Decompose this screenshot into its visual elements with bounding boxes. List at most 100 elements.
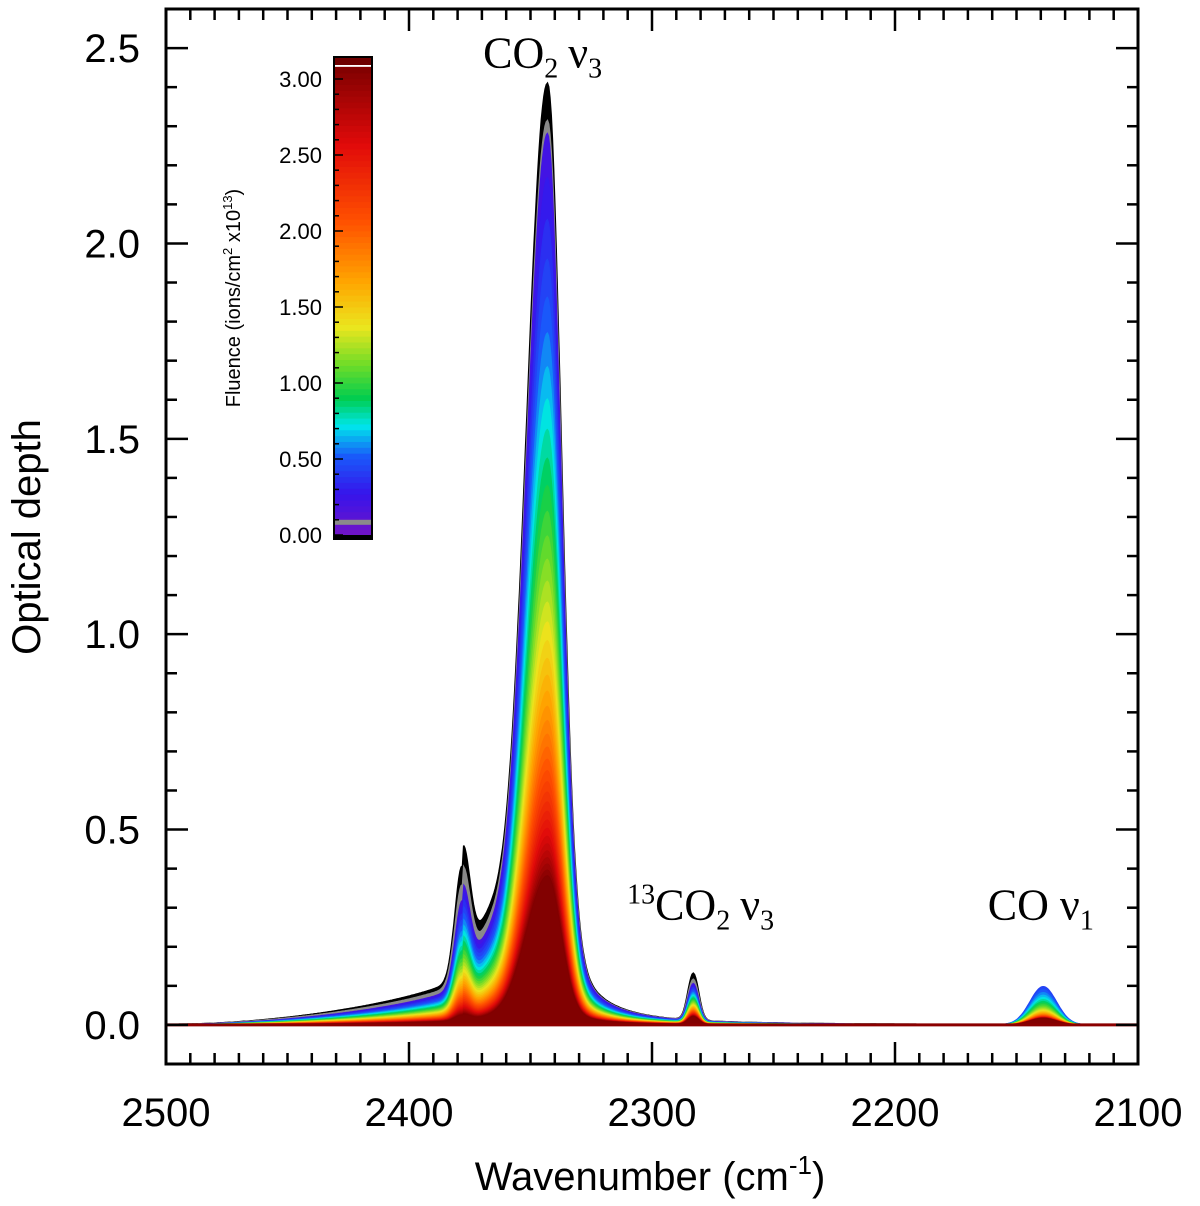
colorbar-band: [334, 412, 372, 419]
colorbar-band: [334, 137, 372, 144]
spectrum-series: [166, 510, 1138, 1026]
colorbar-tick-label: 0.50: [279, 447, 322, 472]
colorbar-band: [334, 365, 372, 372]
spectrum-series: [166, 850, 1138, 1026]
colorbar-ticks: 0.00 0.50 1.00 1.50 2.00 2.50 3.00: [279, 67, 343, 548]
colorbar-band: [334, 306, 372, 314]
colorbar-band: [334, 201, 372, 208]
y-tick-label: 1.0: [84, 613, 140, 657]
annotation-13co2-v3: 13CO2 ν3: [627, 879, 774, 936]
x-tick-label: 2500: [122, 1091, 211, 1135]
x-axis-label-superscript: -1: [789, 1150, 812, 1180]
x-tick-label: 2100: [1094, 1091, 1183, 1135]
colorbar-band: [334, 96, 372, 103]
colorbar-band: [334, 423, 372, 431]
colorbar-band: [334, 417, 372, 425]
colorbar-band: [334, 72, 372, 80]
colorbar-band: [334, 230, 372, 238]
x-tick-label: 2200: [851, 1091, 940, 1135]
colorbar-label: Fluence (ions/cm2 x1013): [220, 189, 245, 407]
colorbar-tick-label: 0.00: [279, 523, 322, 548]
colorbar-band: [334, 224, 372, 232]
colorbar-band: [334, 113, 372, 121]
x-tick-label: 2400: [365, 1091, 454, 1135]
spectrum-series: [166, 843, 1138, 1026]
colorbar-band: [334, 470, 372, 478]
colorbar-band: [334, 511, 372, 519]
annotation-co-v1: CO ν1: [988, 880, 1094, 936]
x-axis-ticks: 2500 2400 2300 2200 2100: [122, 9, 1183, 1135]
colorbar-band: [334, 277, 372, 284]
spectrum-series: [166, 705, 1138, 1026]
colorbar-band: [334, 189, 372, 197]
colorbar-band: [334, 142, 372, 150]
colorbar-band: [334, 265, 372, 273]
colorbar-band: [334, 107, 372, 115]
colorbar-tick-label: 3.00: [279, 67, 322, 92]
colorbar-band: [334, 166, 372, 173]
y-axis-label: Optical depth: [5, 419, 49, 655]
spectrum-series: [166, 639, 1138, 1026]
colorbar-band: [334, 482, 372, 489]
colorbar-band: [334, 183, 372, 191]
y-tick-label: 1.5: [84, 418, 140, 462]
colorbar-band: [334, 271, 372, 279]
colorbar-band: [334, 529, 372, 536]
colorbar-band: [334, 283, 372, 290]
colorbar-band: [334, 312, 372, 320]
colorbar-band: [334, 236, 372, 243]
colorbar-band: [334, 254, 372, 261]
colorbar-band: [334, 125, 372, 132]
colorbar-band: [334, 488, 372, 495]
spectrum-series: [166, 690, 1138, 1026]
colorbar-band: [334, 336, 372, 343]
colorbar-tick-label: 2.00: [279, 219, 322, 244]
spectrum-series: [166, 657, 1138, 1026]
colorbar-band: [334, 78, 372, 85]
colorbar-band: [334, 388, 372, 396]
colorbar-band: [334, 535, 372, 539]
colorbar-band: [334, 289, 372, 296]
colorbar-band: [334, 371, 372, 378]
y-tick-label: 2.0: [84, 222, 140, 266]
colorbar-band: [334, 57, 372, 65]
colorbar-frame: [333, 56, 373, 540]
colorbar-band: [334, 119, 372, 126]
spectrum-series: [166, 719, 1138, 1026]
spectrum-series: [166, 580, 1138, 1026]
colorbar-tick-label: 2.50: [279, 143, 322, 168]
x-axis-label: Wavenumber (cm-1): [475, 1150, 826, 1199]
colorbar-band: [334, 295, 372, 302]
svg-text:CO ν1: CO ν1: [988, 880, 1094, 936]
colorbar-band: [334, 382, 372, 390]
colorbar-band: [334, 259, 372, 267]
colorbar-band: [334, 464, 372, 472]
colorbar-band: [334, 394, 372, 402]
colorbar-band: [334, 160, 372, 167]
colorbar-band: [334, 499, 372, 507]
spectrum-series: [166, 428, 1138, 1026]
colorbar-band: [334, 90, 372, 97]
colorbar-gradient: [334, 57, 372, 539]
colorbar-band: [334, 330, 372, 337]
colorbar-band: [334, 341, 372, 349]
colorbar-band: [334, 242, 372, 249]
colorbar-band: [334, 178, 372, 185]
colorbar-band: [334, 84, 372, 91]
spectrum-series: [166, 601, 1138, 1026]
colorbar: 0.00 0.50 1.00 1.50 2.00 2.50 3.00 Fluence (io…: [220, 56, 373, 548]
colorbar-band: [334, 101, 372, 109]
y-tick-label: 2.5: [84, 27, 140, 71]
colorbar-band: [334, 429, 372, 437]
spectrum-series: [166, 558, 1138, 1026]
colorbar-band: [334, 441, 372, 448]
colorbar-band: [334, 248, 372, 255]
colorbar-band: [334, 519, 372, 525]
colorbar-band: [334, 148, 372, 156]
colorbar-band: [334, 435, 372, 442]
colorbar-band: [334, 154, 372, 162]
colorbar-band: [334, 400, 372, 407]
